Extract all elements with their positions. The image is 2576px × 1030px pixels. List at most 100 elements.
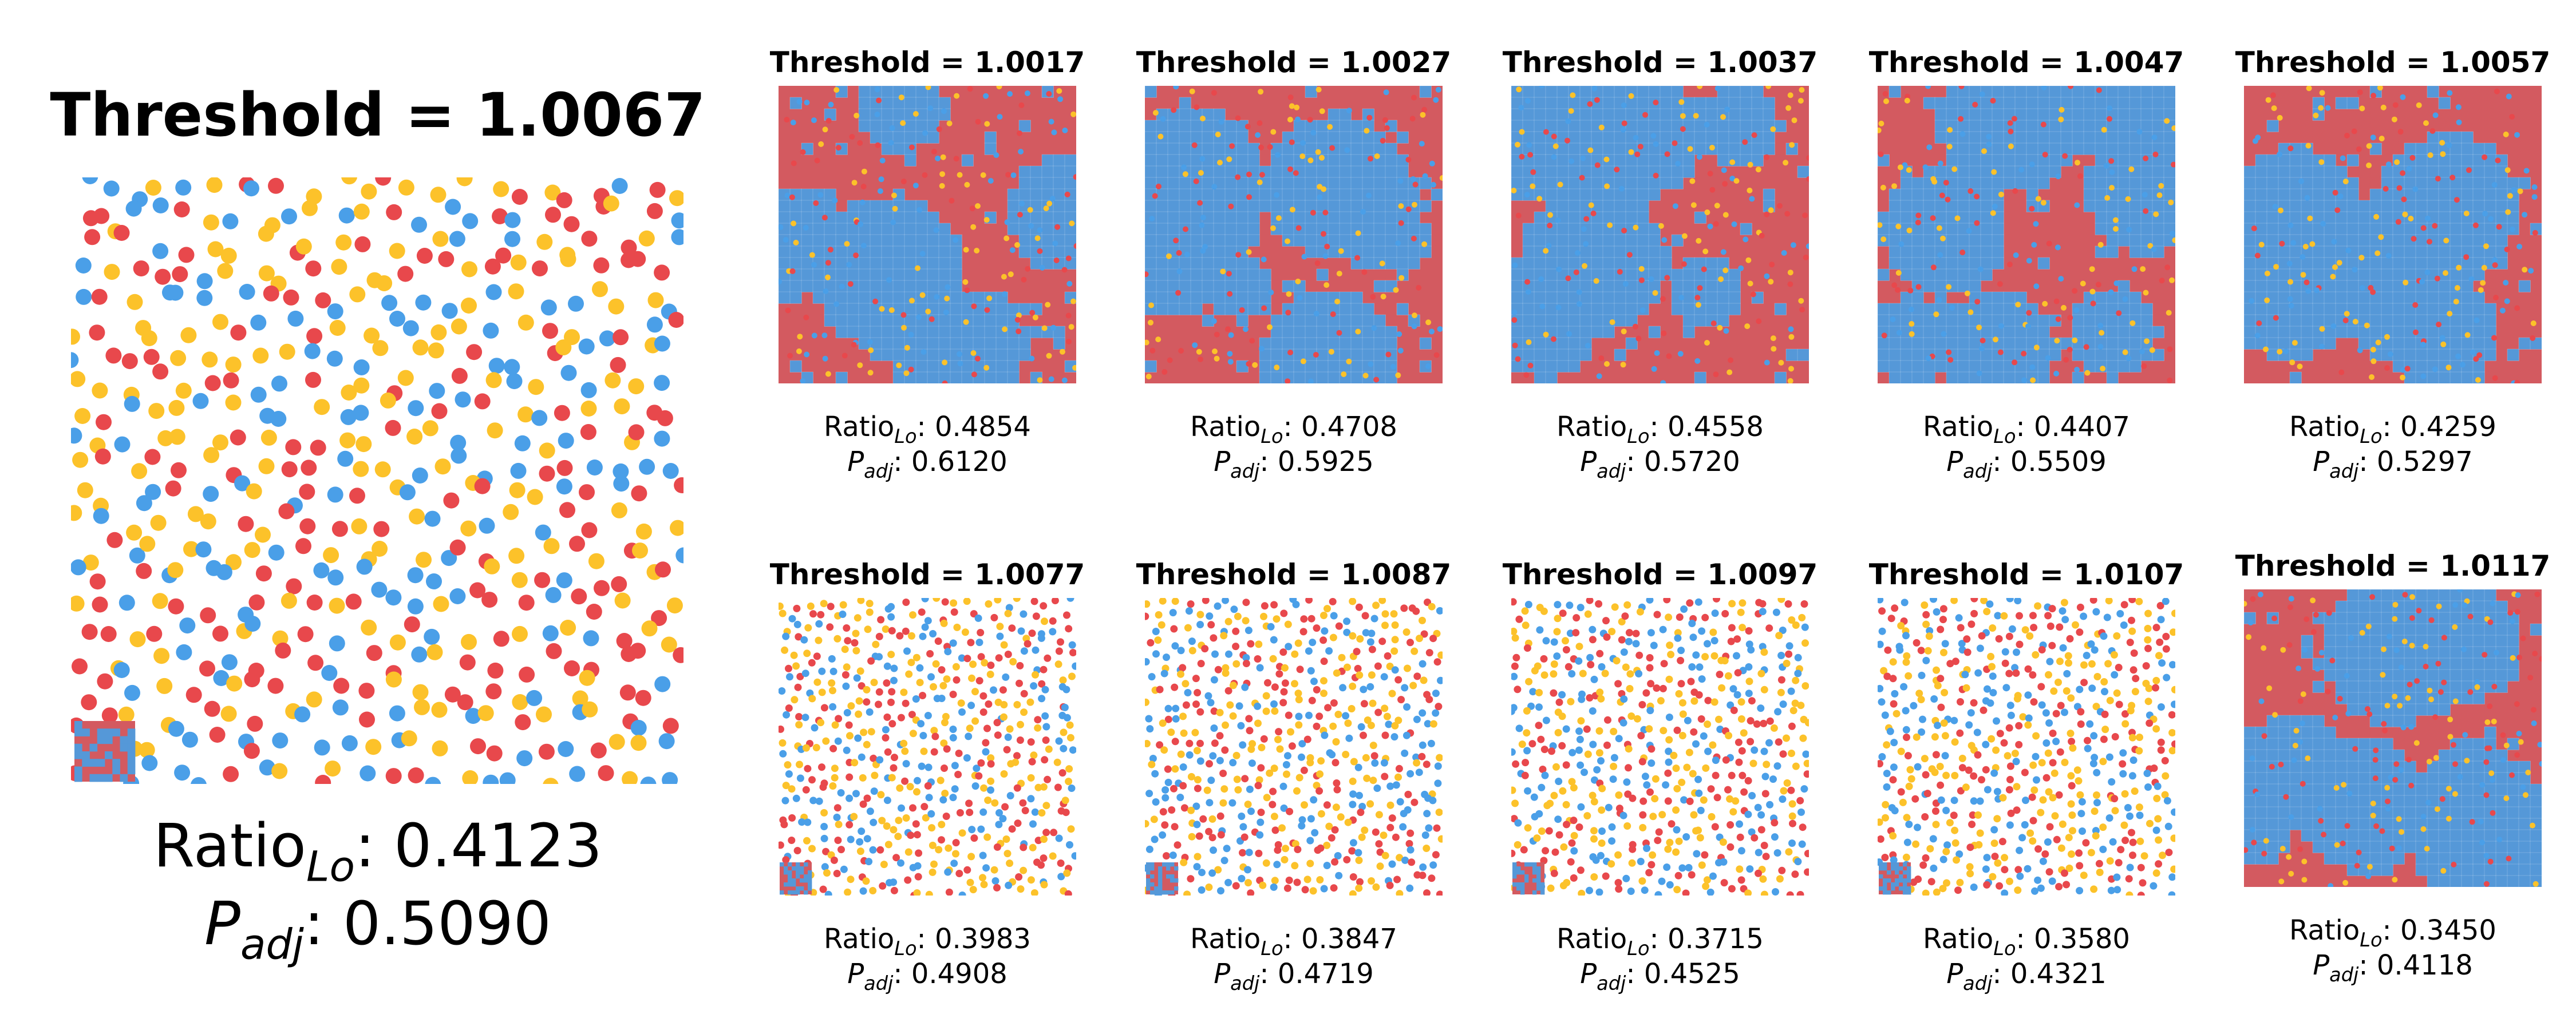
yellow-point bbox=[987, 777, 995, 785]
inset-cell bbox=[796, 870, 800, 875]
blue-point bbox=[646, 316, 663, 333]
red-point bbox=[1299, 628, 1307, 636]
yellow-point bbox=[1409, 682, 1417, 690]
region-cell bbox=[1339, 234, 1352, 247]
red-point bbox=[545, 207, 561, 223]
yellow-point bbox=[1369, 777, 1377, 785]
region-cell bbox=[1179, 188, 1191, 201]
p-adj-line: Padj: 0.4908 bbox=[767, 958, 1088, 994]
red-point bbox=[144, 449, 161, 465]
yellow-point bbox=[71, 371, 86, 387]
red-point bbox=[2116, 310, 2122, 316]
yellow-point bbox=[933, 598, 941, 602]
region-cell bbox=[1705, 257, 1718, 270]
region-cell bbox=[2163, 211, 2175, 224]
region-cell bbox=[2427, 337, 2439, 350]
yellow-point bbox=[1060, 348, 1065, 355]
region-cell bbox=[1373, 360, 1386, 373]
region-cell bbox=[2346, 200, 2359, 212]
red-point bbox=[979, 692, 987, 700]
region-cell bbox=[2427, 280, 2439, 292]
region-cell bbox=[858, 257, 871, 270]
blue-point bbox=[1192, 342, 1198, 348]
blue-point bbox=[943, 309, 949, 315]
yellow-point bbox=[314, 399, 330, 415]
red-point bbox=[1313, 624, 1321, 632]
blue-point bbox=[356, 558, 373, 575]
region-cell bbox=[2003, 337, 2016, 350]
yellow-point bbox=[1229, 712, 1237, 720]
red-point bbox=[1527, 152, 1534, 158]
yellow-point bbox=[1607, 222, 1613, 228]
red-point bbox=[358, 683, 375, 699]
region-cell bbox=[973, 337, 985, 350]
region-cell bbox=[2140, 108, 2153, 121]
region-cell bbox=[1545, 303, 1558, 315]
red-point bbox=[2107, 116, 2112, 122]
region-cell bbox=[1202, 188, 1214, 201]
blue-point bbox=[796, 774, 804, 782]
blue-point bbox=[1041, 686, 1049, 694]
inset-cell bbox=[804, 862, 808, 867]
region-cell bbox=[1660, 97, 1672, 109]
region-cell bbox=[2095, 97, 2107, 109]
region-cell bbox=[2301, 303, 2313, 315]
yellow-point bbox=[460, 520, 477, 537]
region-cell bbox=[2117, 131, 2130, 144]
yellow-point bbox=[2059, 106, 2065, 113]
region-cell bbox=[1602, 326, 1615, 338]
region-cell bbox=[892, 108, 905, 121]
region-cell bbox=[1293, 188, 1306, 201]
red-point bbox=[1343, 855, 1351, 863]
yellow-point bbox=[1282, 845, 1290, 853]
red-point bbox=[580, 424, 596, 440]
red-point bbox=[593, 257, 610, 274]
region-cell bbox=[2289, 165, 2302, 178]
region-cell bbox=[1179, 177, 1191, 189]
region-cell bbox=[2003, 326, 2016, 338]
yellow-point bbox=[1196, 611, 1204, 619]
yellow-point bbox=[2447, 311, 2453, 317]
region-cell bbox=[2255, 280, 2267, 292]
red-point bbox=[953, 156, 959, 162]
yellow-point bbox=[2158, 183, 2164, 189]
yellow-point bbox=[528, 379, 544, 395]
blue-point bbox=[2025, 323, 2031, 330]
red-point bbox=[72, 658, 88, 675]
region-cell bbox=[1213, 291, 1226, 304]
region-cell bbox=[2301, 223, 2313, 235]
region-cell bbox=[2129, 97, 2142, 109]
red-point bbox=[1170, 625, 1178, 633]
region-cell bbox=[2369, 257, 2382, 270]
blue-point bbox=[1245, 849, 1253, 857]
red-point bbox=[281, 461, 298, 478]
p-adj-line: Padj: 0.5509 bbox=[1866, 446, 2187, 482]
red-point bbox=[152, 363, 169, 380]
red-point bbox=[1400, 604, 1408, 612]
red-point bbox=[909, 804, 916, 812]
blue-point bbox=[1159, 831, 1167, 839]
region-cell bbox=[2163, 165, 2175, 178]
region-cell bbox=[915, 223, 928, 235]
region-cell bbox=[1751, 154, 1764, 167]
blue-point bbox=[1068, 785, 1076, 792]
yellow-point bbox=[503, 504, 519, 520]
yellow-point bbox=[1906, 167, 1912, 173]
region-cell bbox=[1969, 280, 1981, 292]
region-cell bbox=[1614, 154, 1626, 167]
yellow-point bbox=[1361, 826, 1369, 834]
region-cell bbox=[950, 314, 962, 327]
region-cell bbox=[2495, 177, 2508, 189]
region-cell bbox=[1923, 200, 1935, 212]
red-point bbox=[1697, 285, 1703, 291]
red-point bbox=[315, 292, 331, 308]
blue-point bbox=[1342, 712, 1350, 720]
region-cell bbox=[1316, 165, 1329, 178]
region-cell bbox=[1259, 188, 1271, 201]
region-cell bbox=[870, 280, 882, 292]
blue-point bbox=[1358, 803, 1366, 810]
red-point bbox=[949, 691, 957, 698]
region-cell bbox=[2106, 142, 2119, 155]
red-point bbox=[2152, 151, 2159, 157]
yellow-point bbox=[1159, 719, 1167, 727]
